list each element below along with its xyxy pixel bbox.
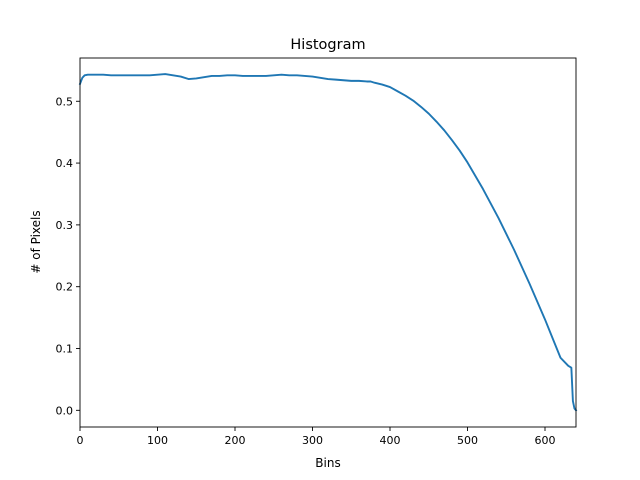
y-tick-label: 0.2	[56, 281, 74, 294]
y-tick-label: 0.5	[56, 95, 74, 108]
y-tick-label: 0.0	[56, 404, 74, 417]
x-tick-label: 600	[535, 434, 556, 447]
y-axis-label: # of Pixels	[29, 210, 43, 273]
x-tick-label: 200	[225, 434, 246, 447]
x-tick-label: 400	[380, 434, 401, 447]
y-tick-label: 0.4	[56, 157, 74, 170]
x-tick-label: 0	[77, 434, 84, 447]
series-line	[78, 73, 578, 412]
plot-area	[78, 73, 578, 412]
x-tick-label: 300	[302, 434, 323, 447]
axes-frame	[79, 57, 577, 428]
y-tick-label: 0.1	[56, 343, 74, 356]
chart-title: Histogram	[290, 37, 365, 53]
x-axis-ticks: 0 100 200 300 400 500 600	[77, 427, 556, 447]
x-tick-label: 500	[457, 434, 478, 447]
x-tick-label: 100	[147, 434, 168, 447]
y-axis-ticks: 0.0 0.1 0.2 0.3 0.4 0.5	[56, 95, 80, 417]
x-axis-label: Bins	[315, 456, 340, 470]
y-tick-label: 0.3	[56, 219, 74, 232]
